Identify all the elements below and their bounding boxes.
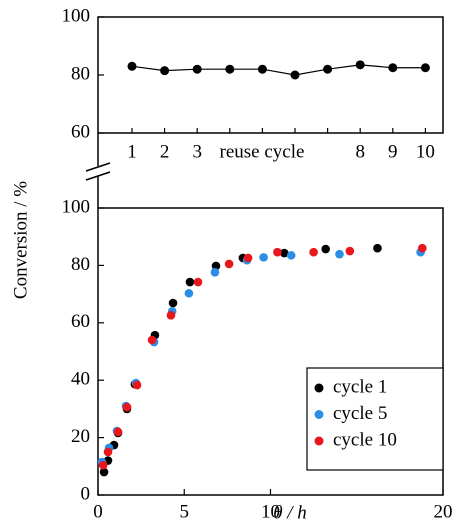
marker: [355, 60, 365, 70]
point: [99, 467, 109, 477]
marker: [290, 70, 300, 80]
x-tick-label: 5: [180, 501, 190, 522]
point: [210, 267, 220, 277]
x-tick-label: 8: [355, 141, 365, 162]
point: [166, 311, 176, 320]
x-tick-label: 10: [416, 141, 435, 162]
y-tick-label: 100: [62, 196, 91, 217]
point: [224, 259, 234, 269]
top-frame: [97, 16, 444, 134]
point: [122, 402, 132, 412]
legend-marker: [314, 383, 324, 393]
x-axis-label: reuse cycle: [220, 141, 305, 162]
x-tick-label: 3: [192, 141, 202, 162]
marker: [323, 64, 333, 74]
marker: [420, 63, 430, 73]
x-tick-label: 20: [434, 501, 453, 522]
point: [335, 249, 344, 259]
y-tick-label: 0: [81, 483, 91, 504]
legend-marker: [314, 410, 324, 419]
y-tick-label: 60: [71, 311, 90, 332]
axis-break: [85, 171, 111, 181]
axis-break: [85, 162, 111, 172]
marker: [160, 66, 170, 76]
y-tick-label: 60: [71, 121, 90, 142]
legend-label: cycle 1: [333, 376, 387, 397]
point: [280, 248, 289, 258]
point: [259, 253, 268, 262]
y-tick-label: 20: [71, 426, 90, 447]
axis-break-gap: [86, 166, 110, 176]
y-tick-label: 40: [71, 369, 90, 390]
point: [273, 247, 282, 257]
point: [418, 243, 427, 253]
point: [147, 335, 157, 345]
legend-label: cycle 10: [333, 429, 397, 450]
point: [211, 261, 221, 271]
point: [243, 253, 253, 263]
point: [373, 243, 382, 253]
point: [168, 298, 178, 308]
legend-box: [306, 367, 444, 471]
point: [98, 460, 108, 470]
point: [113, 427, 123, 437]
marker: [388, 63, 398, 73]
marker: [127, 61, 137, 71]
x-tick-label: 9: [388, 141, 398, 162]
point: [345, 246, 355, 256]
y-axis-label: Conversion / %: [10, 181, 31, 299]
y-tick-label: 80: [71, 254, 90, 275]
point: [185, 277, 195, 287]
x-tick-label: 1: [127, 141, 137, 162]
x-axis-label: θ / h: [273, 502, 307, 523]
y-tick-label: 100: [62, 5, 91, 26]
point: [309, 247, 318, 257]
marker: [225, 64, 235, 74]
x-tick-label: 0: [93, 501, 103, 522]
point: [103, 447, 113, 457]
point: [184, 288, 194, 298]
legend-marker: [314, 436, 324, 446]
point: [132, 380, 142, 390]
point: [286, 251, 296, 260]
marker: [257, 64, 267, 74]
y-tick-label: 80: [71, 63, 90, 84]
point: [321, 244, 331, 254]
legend-label: cycle 5: [333, 403, 387, 424]
x-tick-label: 10: [261, 501, 280, 522]
line: [131, 64, 426, 76]
x-tick-label: 2: [160, 141, 170, 162]
marker: [192, 64, 202, 74]
point: [193, 277, 203, 287]
